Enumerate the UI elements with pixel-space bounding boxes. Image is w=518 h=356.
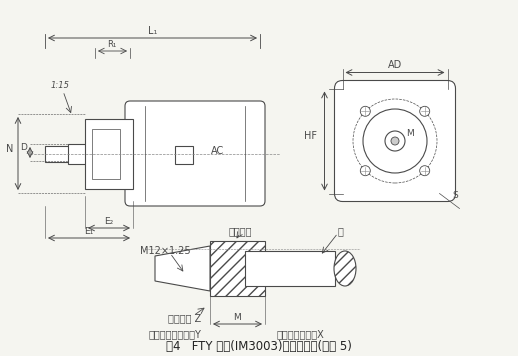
Bar [210,241,265,296]
Bar [175,146,193,163]
Circle shape [361,166,370,176]
Circle shape [420,106,430,116]
Bar [85,119,133,188]
Text: AC: AC [211,146,225,156]
Text: R₁: R₁ [107,40,117,49]
Circle shape [420,166,430,176]
Text: AD: AD [388,61,402,70]
Text: 未通过锥体的平面Y: 未通过锥体的平面Y [149,329,202,339]
Bar [68,143,98,163]
Text: 锥体端面 Z: 锥体端面 Z [168,313,202,323]
Ellipse shape [334,251,356,286]
Text: 环形量规: 环形量规 [228,226,252,236]
Text: M: M [406,129,414,138]
FancyBboxPatch shape [335,80,455,201]
Text: L₁: L₁ [148,26,157,36]
FancyBboxPatch shape [125,101,265,206]
Polygon shape [155,246,210,291]
Bar [92,129,120,178]
Text: 图4   FTY 系列(IM3003)外形尺寸图(见表 5): 图4 FTY 系列(IM3003)外形尺寸图(见表 5) [166,340,352,352]
Text: 轴: 轴 [337,226,343,236]
Text: D: D [21,143,27,152]
Circle shape [385,131,405,151]
Circle shape [391,137,399,145]
Text: E₁: E₁ [84,227,94,236]
Text: M12×1.25: M12×1.25 [140,246,190,256]
Text: 1:15: 1:15 [50,82,69,90]
Text: N: N [6,143,13,153]
Circle shape [363,109,427,173]
Text: M: M [234,313,241,322]
Bar [45,146,75,162]
Text: E₂: E₂ [104,217,113,226]
Text: HF: HF [304,131,317,141]
Bar [245,251,335,286]
Bar [95,141,130,166]
Text: S: S [453,192,458,200]
Text: 通过锥体的平面X: 通过锥体的平面X [276,329,324,339]
Circle shape [361,106,370,116]
